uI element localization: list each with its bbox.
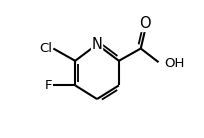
Text: Cl: Cl <box>39 42 52 55</box>
Text: OH: OH <box>163 57 183 70</box>
Text: O: O <box>138 16 150 31</box>
Text: O: O <box>138 16 150 31</box>
Text: N: N <box>91 37 102 52</box>
Text: Cl: Cl <box>39 42 52 55</box>
Text: OH: OH <box>163 57 183 70</box>
Text: F: F <box>44 79 52 92</box>
Text: N: N <box>91 37 102 52</box>
Text: F: F <box>44 79 52 92</box>
